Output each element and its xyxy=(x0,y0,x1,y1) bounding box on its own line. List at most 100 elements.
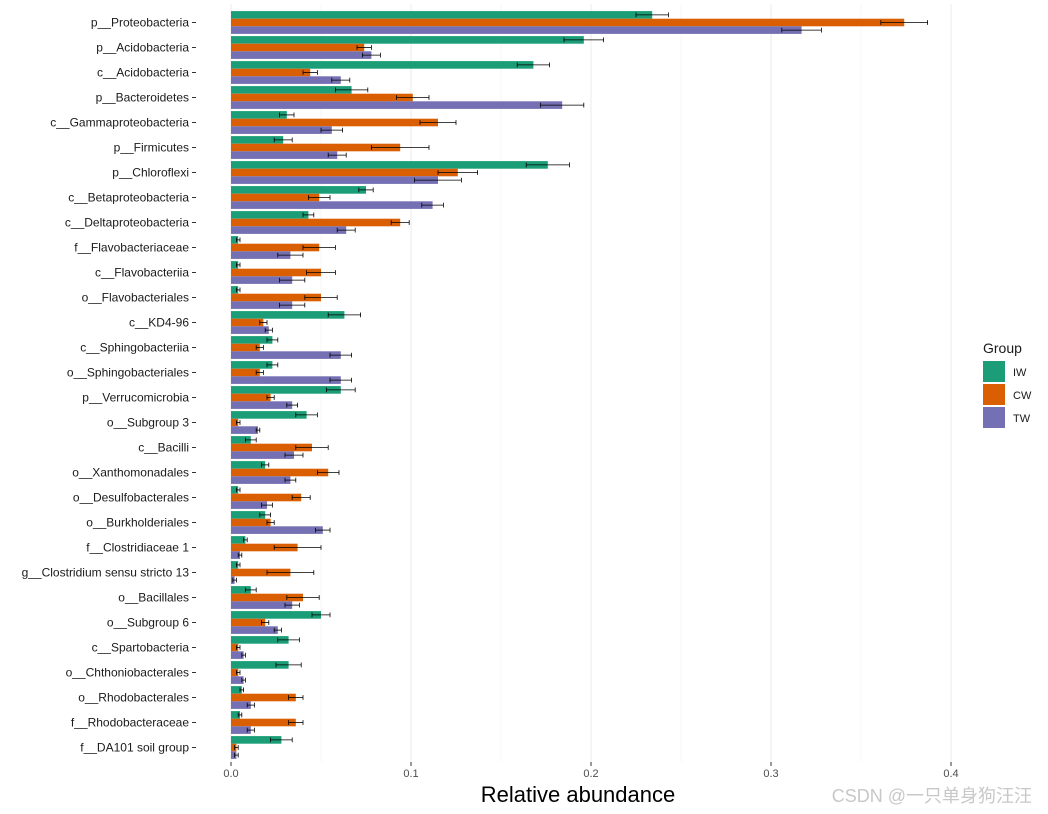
bar-tw xyxy=(231,476,291,484)
category-label: o__Subgroup 3 xyxy=(107,416,189,430)
bar-tw xyxy=(231,26,802,34)
bar-cw xyxy=(231,618,266,627)
bar-cw xyxy=(231,418,239,427)
bar-cw xyxy=(231,93,413,102)
bar-cw xyxy=(231,343,260,352)
x-tick-label: 0.4 xyxy=(943,768,958,780)
error-bar-tw xyxy=(273,627,282,633)
x-tick-label: 0.2 xyxy=(583,768,598,780)
x-tick-label: 0.1 xyxy=(403,768,418,780)
error-bar-tw xyxy=(279,302,306,308)
legend-label-cw: CW xyxy=(1013,390,1032,402)
error-bar-cw xyxy=(302,70,318,75)
category-axis: p__Proteobacteria p__Acidobacteria c__Acid… xyxy=(22,16,196,755)
error-bar-iw xyxy=(244,587,257,593)
bar-iw xyxy=(231,461,266,469)
legend-label-iw: IW xyxy=(1013,367,1027,379)
error-bar-tw xyxy=(279,277,306,283)
category-label: c__Bacilli xyxy=(138,441,189,455)
bar-iw xyxy=(231,636,289,644)
bar-tw xyxy=(231,701,251,709)
error-bar-cw xyxy=(307,195,331,200)
category-label: o__Xanthomonadales xyxy=(72,466,189,480)
error-bar-tw xyxy=(241,652,246,658)
error-bar-tw xyxy=(237,552,243,558)
error-bar-iw xyxy=(516,62,550,68)
bar-iw xyxy=(231,286,239,294)
error-bar-tw xyxy=(286,402,299,408)
error-bar-iw xyxy=(239,687,245,693)
bar-cw xyxy=(231,243,320,252)
bar-tw xyxy=(231,726,251,734)
bar-tw xyxy=(231,126,332,134)
bar-tw xyxy=(231,101,563,109)
error-bar-iw xyxy=(266,362,279,368)
error-bar-iw xyxy=(563,37,604,43)
category-label: f__Clostridiaceae 1 xyxy=(86,541,189,555)
category-label: o__Burkholderiales xyxy=(86,516,189,530)
x-axis-title: Relative abundance xyxy=(481,782,675,807)
bar-series xyxy=(231,11,905,759)
bar-tw xyxy=(231,201,433,209)
bar-iw xyxy=(231,386,341,394)
bar-iw xyxy=(231,686,242,694)
bar-iw xyxy=(231,11,653,19)
error-bar-cw xyxy=(288,695,304,700)
bar-iw xyxy=(231,486,239,494)
error-bar-iw xyxy=(311,612,331,618)
error-bar-iw xyxy=(325,387,356,393)
error-bar-tw xyxy=(284,477,297,483)
error-bar-iw xyxy=(334,87,369,93)
category-label: g__Clostridium sensu stricto 13 xyxy=(22,566,190,580)
error-bar-iw xyxy=(302,212,315,218)
bar-iw xyxy=(231,211,309,219)
error-bar-iw xyxy=(266,337,279,343)
error-bar-cw xyxy=(880,20,928,25)
error-bar-tw xyxy=(255,427,261,433)
error-bar-cw xyxy=(302,245,336,250)
error-bar-iw xyxy=(327,312,362,318)
bar-cw xyxy=(231,468,329,477)
bar-iw xyxy=(231,236,239,244)
error-bar-tw xyxy=(315,527,331,533)
error-bar-cw xyxy=(396,95,430,100)
error-bar-cw xyxy=(259,320,268,325)
error-bar-cw xyxy=(306,270,336,275)
error-bar-cw xyxy=(316,470,340,475)
error-bar-cw xyxy=(255,370,264,375)
category-label: p__Proteobacteria xyxy=(91,16,189,30)
error-bar-iw xyxy=(235,287,241,293)
error-bar-tw xyxy=(421,202,444,208)
error-bar-cw xyxy=(266,520,275,525)
legend-swatch-cw xyxy=(983,384,1005,405)
bar-tw xyxy=(231,426,258,434)
bar-tw xyxy=(231,51,372,59)
bar-iw xyxy=(231,436,251,444)
bar-cw xyxy=(231,268,321,277)
bar-cw xyxy=(231,718,296,727)
error-bar-tw xyxy=(246,727,255,733)
error-bar-cw xyxy=(390,220,410,225)
bar-iw xyxy=(231,36,584,44)
bar-iw xyxy=(231,411,307,419)
bar-cw xyxy=(231,68,311,77)
error-bar-iw xyxy=(244,437,257,443)
bar-tw xyxy=(231,151,338,159)
bar-tw xyxy=(231,551,240,559)
error-bar-tw xyxy=(336,227,356,233)
bar-iw xyxy=(231,711,240,719)
category-label: f__Rhodobacteraceae xyxy=(71,716,189,730)
error-bar-cw xyxy=(235,670,241,675)
category-label: o__Sphingobacteriales xyxy=(67,366,189,380)
bar-cw xyxy=(231,668,239,677)
bar-cw xyxy=(231,393,271,402)
bar-iw xyxy=(231,586,251,594)
category-label: p__Chloroflexi xyxy=(112,166,189,180)
category-label: o__Flavobacteriales xyxy=(82,291,189,305)
category-label: c__Acidobacteria xyxy=(97,66,189,80)
error-bar-iw xyxy=(275,662,302,668)
error-bar-tw xyxy=(414,177,462,183)
category-label: c__Deltaproteobacteria xyxy=(65,216,189,230)
error-bar-tw xyxy=(327,152,347,158)
